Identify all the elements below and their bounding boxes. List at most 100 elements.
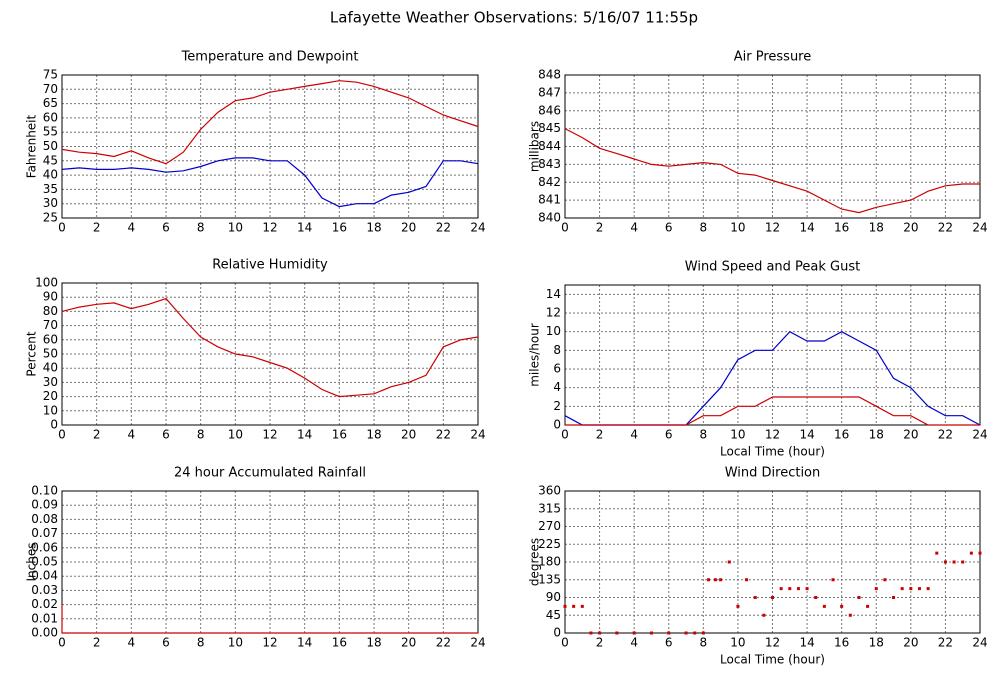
y-tick-label: 840	[538, 211, 561, 225]
x-tick-label: 14	[297, 428, 312, 442]
plot-frame	[564, 284, 981, 426]
plot-frame	[61, 74, 479, 219]
data-point	[745, 578, 749, 582]
x-tick-label: 20	[401, 221, 416, 235]
y-tick-label: 45	[546, 608, 561, 622]
x-tick-label: 16	[332, 221, 347, 235]
data-point	[719, 578, 723, 582]
x-tick-label: 18	[366, 221, 381, 235]
y-tick-label: 0.04	[31, 569, 58, 583]
y-tick-label: 135	[538, 572, 561, 586]
data-point	[615, 631, 619, 635]
data-point	[900, 587, 904, 591]
data-point	[917, 587, 921, 591]
y-tick-label: 14	[546, 287, 561, 301]
x-tick-label: 24	[470, 221, 485, 235]
data-point	[814, 596, 818, 599]
y-axis-label: Fahrenheit	[25, 114, 39, 178]
x-tick-label: 4	[128, 221, 136, 235]
y-tick-label: 225	[538, 537, 561, 551]
data-point	[762, 613, 766, 617]
x-tick-label: 20	[903, 428, 918, 442]
y-tick-label: 846	[538, 103, 561, 117]
data-line	[564, 128, 980, 214]
data-line	[61, 157, 479, 208]
y-tick-label: 4	[553, 380, 561, 394]
y-tick-label: 55	[43, 125, 58, 139]
chart-title: Relative Humidity	[212, 258, 328, 273]
y-axis-label: Percent	[25, 331, 39, 376]
x-tick-label: 10	[228, 636, 243, 650]
x-tick-label: 4	[128, 428, 136, 442]
data-point	[736, 604, 740, 608]
y-tick-label: 65	[43, 96, 58, 110]
x-tick-label: 16	[332, 428, 347, 442]
x-tick-label: 10	[730, 221, 745, 235]
y-tick-label: 50	[43, 347, 58, 361]
y-tick-label: 2	[553, 399, 561, 413]
x-tick-label: 24	[470, 636, 485, 650]
y-tick-label: 843	[538, 157, 561, 171]
data-point	[771, 596, 774, 599]
data-point	[943, 560, 947, 564]
y-tick-label: 0.00	[31, 626, 58, 640]
data-point	[701, 631, 705, 635]
data-point	[649, 631, 653, 635]
plot-frame	[564, 74, 981, 219]
x-tick-label: 14	[799, 636, 814, 650]
x-tick-label: 6	[665, 636, 673, 650]
data-point	[961, 560, 965, 564]
y-tick-label: 0	[553, 626, 561, 640]
y-tick-label: 315	[538, 501, 561, 515]
x-tick-label: 18	[366, 636, 381, 650]
x-tick-label: 24	[972, 428, 987, 442]
x-tick-label: 14	[799, 428, 814, 442]
y-tick-label: 0.08	[31, 512, 58, 526]
data-point	[667, 631, 671, 635]
x-tick-label: 20	[401, 636, 416, 650]
x-tick-label: 0	[561, 221, 569, 235]
x-tick-label: 20	[401, 428, 416, 442]
data-point	[822, 604, 826, 608]
data-point	[831, 578, 835, 582]
x-tick-label: 2	[596, 636, 604, 650]
chart-title: Wind Direction	[725, 466, 821, 481]
x-tick-label: 24	[470, 428, 485, 442]
data-point	[857, 596, 861, 599]
y-tick-label: 0.07	[31, 526, 58, 540]
x-tick-label: 0	[58, 636, 66, 650]
x-tick-label: 16	[834, 221, 849, 235]
data-point	[883, 578, 887, 582]
x-tick-label: 16	[834, 636, 849, 650]
data-point	[935, 551, 939, 555]
x-tick-label: 12	[262, 636, 277, 650]
data-point	[874, 587, 878, 591]
y-tick-label: 0.09	[31, 498, 58, 512]
y-tick-label: 848	[538, 68, 561, 82]
y-tick-label: 25	[43, 211, 58, 225]
x-tick-label: 12	[765, 221, 780, 235]
data-point	[866, 604, 870, 608]
x-tick-label: 0	[561, 636, 569, 650]
x-tick-label: 12	[262, 221, 277, 235]
y-tick-label: 0.10	[31, 484, 58, 498]
y-tick-label: 10	[43, 403, 58, 417]
y-tick-label: 6	[553, 362, 561, 376]
x-tick-label: 14	[297, 636, 312, 650]
data-point	[563, 604, 567, 608]
x-tick-label: 8	[700, 636, 708, 650]
x-tick-label: 8	[700, 428, 708, 442]
data-point	[713, 578, 717, 582]
x-tick-label: 2	[596, 221, 604, 235]
y-axis-label: degrees	[528, 538, 542, 586]
data-point	[727, 560, 731, 564]
y-tick-label: 30	[43, 375, 58, 389]
page-title: Lafayette Weather Observations: 5/16/07 …	[330, 9, 698, 27]
y-axis-label: Inches	[25, 543, 39, 582]
y-tick-label: 180	[538, 555, 561, 569]
data-point	[753, 596, 757, 599]
data-point	[892, 596, 896, 599]
x-tick-label: 8	[197, 428, 205, 442]
y-tick-label: 40	[43, 168, 58, 182]
